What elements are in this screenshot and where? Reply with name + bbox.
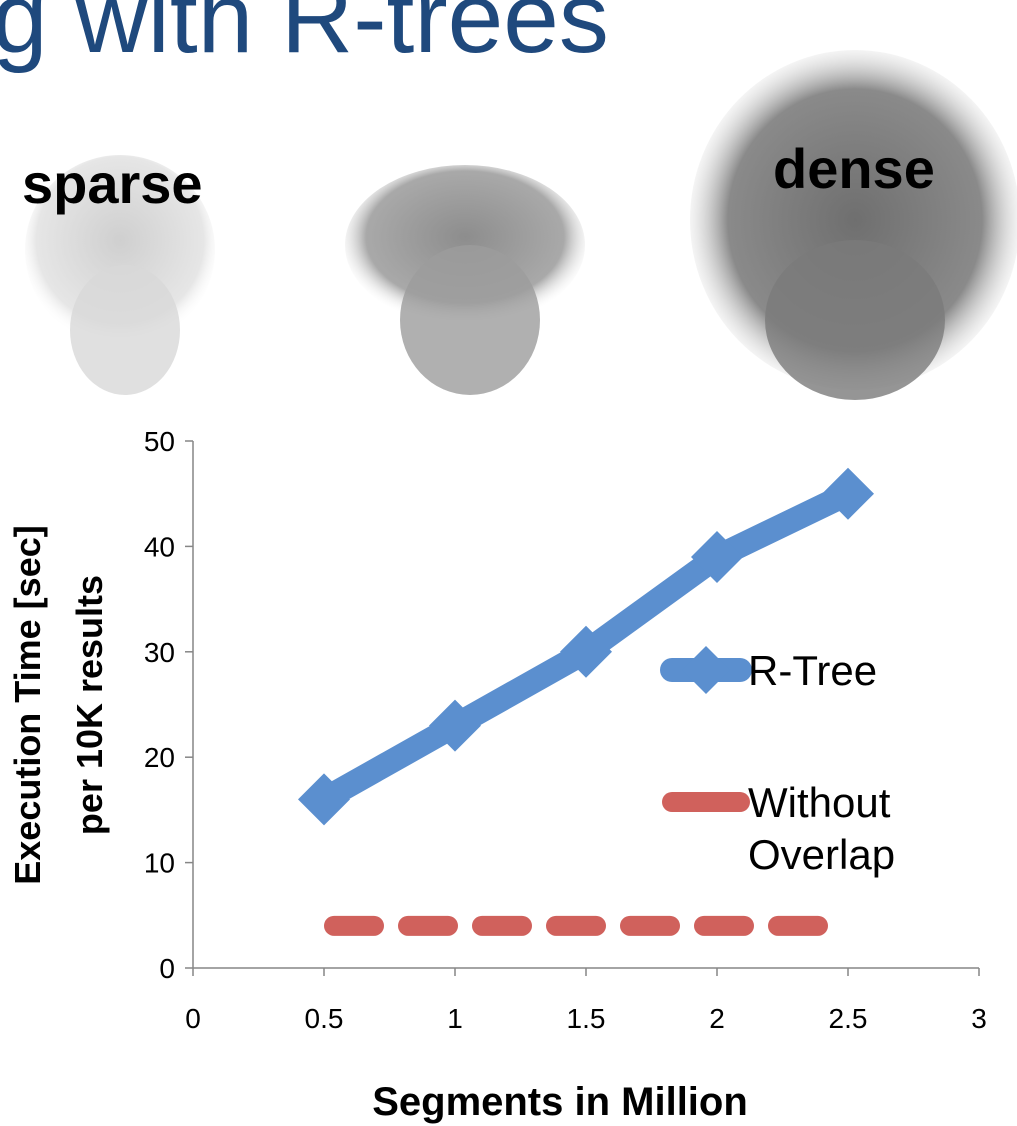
y-tick-label: 30 (144, 637, 175, 668)
marker (429, 699, 481, 752)
legend-label: Without Overlap (748, 779, 895, 878)
marker (560, 625, 612, 678)
neuron-images (25, 50, 1017, 400)
x-tick-label: 0 (185, 1003, 201, 1034)
x-tick-label: 2.5 (829, 1003, 868, 1034)
marker (691, 530, 743, 583)
image-label: sparse (22, 152, 203, 215)
x-tick-label: 1.5 (567, 1003, 606, 1034)
x-axis-title: Segments in Million (372, 1080, 748, 1124)
y-axis-title: Execution Time [sec] (7, 525, 48, 884)
y-tick-label: 20 (144, 742, 175, 773)
legend-label: R-Tree (748, 647, 877, 694)
legend-marker (682, 646, 730, 694)
y-tick-label: 40 (144, 531, 175, 562)
y-tick-label: 10 (144, 848, 175, 879)
marker (822, 467, 874, 520)
image-label: dense (773, 137, 935, 200)
legend-label-line: Overlap (748, 831, 895, 878)
y-axis-title: per 10K results (69, 575, 110, 835)
x-tick-label: 3 (971, 1003, 987, 1034)
slide-title: g with R-trees (0, 0, 609, 74)
y-tick-label: 50 (144, 426, 175, 457)
x-tick-label: 2 (709, 1003, 725, 1034)
marker (298, 773, 350, 826)
legend-label-line: Without (748, 779, 891, 826)
x-tick-label: 0.5 (305, 1003, 344, 1034)
x-tick-label: 1 (447, 1003, 463, 1034)
y-tick-label: 0 (159, 953, 175, 984)
